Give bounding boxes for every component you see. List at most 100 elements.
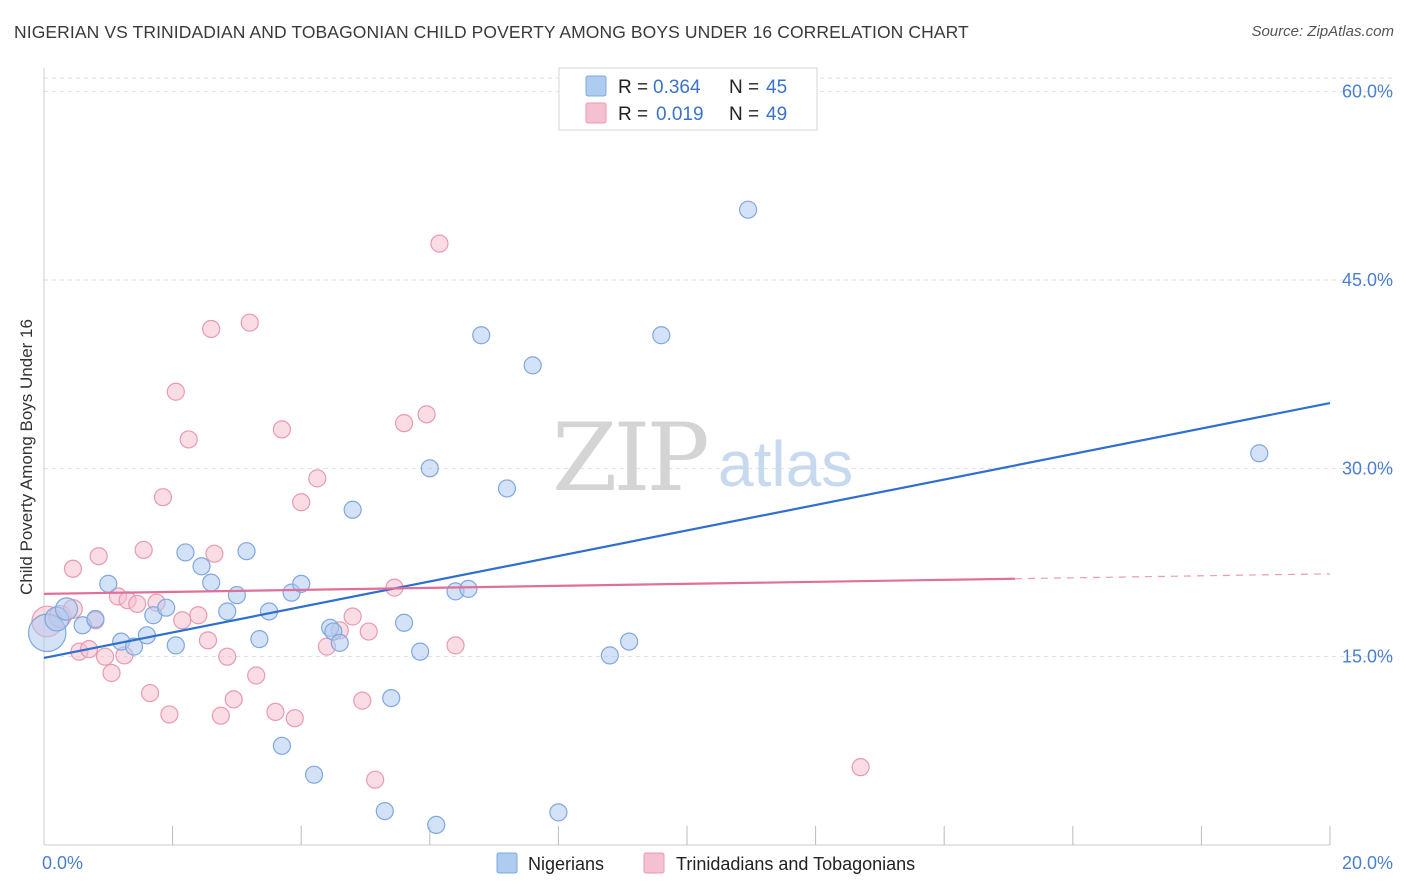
- nigerians-point: [124, 637, 144, 656]
- trinidadians-point: [202, 319, 221, 339]
- legend-swatch-nigerians: [585, 75, 607, 97]
- nigerians-point: [54, 597, 79, 621]
- legend-n-value-nigerians: 45: [766, 77, 787, 98]
- trinidadians-point: [343, 607, 362, 626]
- grid-lines: [44, 77, 1393, 658]
- nigerians-point: [237, 542, 256, 561]
- legend-r-value-trinidadians: 0.019: [656, 104, 704, 125]
- trinidadians-point: [366, 770, 385, 789]
- trinidadians-point: [63, 559, 83, 578]
- nigerians-point: [472, 326, 491, 345]
- trend-line-trinidadians-extrapolated: [1014, 573, 1331, 580]
- trinidadians-point: [166, 382, 185, 401]
- trinidadians-point: [417, 405, 436, 424]
- trinidadians-point: [446, 636, 465, 655]
- y-axis-title: Child Poverty Among Boys Under 16: [17, 319, 36, 595]
- bottom-legend-swatch-trinidadians: [643, 852, 665, 874]
- x-tick-label-max: 20.0%: [1342, 853, 1393, 873]
- watermark-zip: ZIP: [552, 404, 706, 513]
- bottom-legend-swatch-nigerians: [496, 852, 518, 874]
- legend-box: R = 0.364 N = 45 R = 0.019 N = 49: [558, 67, 818, 131]
- y-tick-label: 45.0%: [1342, 270, 1393, 290]
- legend-r-label-trinidadians: R =: [618, 104, 648, 125]
- trinidadians-point: [285, 709, 304, 728]
- trinidadians-point: [173, 611, 192, 630]
- nigerians-point: [738, 200, 758, 219]
- nigerians-point: [272, 736, 292, 755]
- trinidadians-point: [211, 706, 230, 725]
- legend-n-value-trinidadians: 49: [766, 104, 787, 125]
- nigerians-point: [218, 602, 237, 621]
- nigerians-point: [600, 646, 619, 665]
- nigerians-point: [227, 586, 246, 605]
- trinidadians-point: [89, 547, 108, 566]
- nigerians-point: [250, 629, 269, 649]
- nigerians-point: [420, 459, 439, 478]
- nigerians-point: [459, 579, 478, 598]
- nigerians-point: [375, 801, 394, 821]
- nigerians-point: [1250, 444, 1269, 463]
- nigerians-point: [549, 803, 568, 822]
- legend-swatch-trinidadians: [585, 102, 607, 124]
- legend-r-label-nigerians: R =: [618, 77, 648, 98]
- y-tick-label: 60.0%: [1342, 82, 1393, 102]
- x-axis-ticks: [172, 826, 1331, 845]
- watermark-atlas: atlas: [718, 428, 853, 500]
- trinidadians-point: [95, 647, 115, 666]
- trinidadians-point: [140, 683, 160, 703]
- trinidadians-point: [224, 690, 243, 709]
- trinidadians-point: [240, 313, 259, 332]
- trinidadians-point: [134, 540, 153, 560]
- nigerians-point: [157, 598, 176, 617]
- trinidadians-point: [851, 758, 870, 777]
- trinidadians-point: [272, 420, 292, 439]
- nigerians-point: [192, 557, 211, 576]
- trinidadians-point: [394, 414, 414, 433]
- nigerians-point: [497, 479, 517, 498]
- legend-n-label-trinidadians: N =: [729, 104, 759, 125]
- trinidadians-point: [153, 488, 173, 507]
- bottom-legend-label-trinidadians: Trinidadians and Tobagonians: [676, 854, 915, 874]
- nigerians-point: [99, 574, 118, 593]
- nigerians-point: [620, 632, 639, 651]
- series-trinidadians-points: [31, 234, 870, 789]
- trend-lines: [43, 401, 1331, 660]
- trend-line-trinidadians: [43, 577, 1015, 595]
- chart-title: NIGERIAN VS TRINIDADIAN AND TOBAGONIAN C…: [14, 22, 969, 42]
- trinidadians-point: [266, 702, 285, 722]
- watermark: ZIP atlas: [552, 404, 853, 513]
- nigerians-point: [394, 613, 414, 632]
- trinidadians-point: [430, 234, 449, 253]
- nigerians-point: [166, 636, 185, 655]
- y-tick-label: 30.0%: [1342, 458, 1393, 478]
- nigerians-point: [330, 633, 349, 652]
- trinidadians-point: [189, 606, 208, 625]
- source-credit: Source: ZipAtlas.com: [1251, 23, 1394, 40]
- nigerians-point: [411, 642, 430, 661]
- nigerians-point: [86, 609, 105, 629]
- trinidadians-point: [160, 705, 179, 724]
- trinidadians-point: [247, 666, 266, 685]
- nigerians-point: [304, 765, 324, 784]
- trinidadians-point: [205, 544, 224, 563]
- nigerians-point: [343, 500, 362, 519]
- series-nigerians-points: [27, 200, 1269, 835]
- x-tick-label-min: 0.0%: [42, 853, 83, 873]
- y-tick-label: 15.0%: [1342, 647, 1393, 667]
- trinidadians-point: [179, 430, 198, 449]
- y-axis-tick-labels: 15.0% 30.0% 45.0% 60.0%: [1342, 82, 1393, 667]
- trinidadians-point: [128, 594, 147, 614]
- trend-line-nigerians: [43, 401, 1331, 660]
- legend-n-label-nigerians: N =: [729, 77, 759, 98]
- trinidadians-point: [218, 647, 237, 666]
- bottom-legend: Nigerians Trinidadians and Tobagonians: [496, 852, 915, 874]
- legend-r-value-nigerians: 0.364: [653, 77, 701, 98]
- nigerians-point: [202, 573, 221, 592]
- trinidadians-point: [308, 469, 327, 488]
- nigerians-point: [523, 356, 542, 375]
- nigerians-point: [652, 326, 671, 345]
- nigerians-point: [427, 815, 446, 835]
- trinidadians-point: [292, 493, 311, 512]
- trinidadians-point: [102, 663, 121, 683]
